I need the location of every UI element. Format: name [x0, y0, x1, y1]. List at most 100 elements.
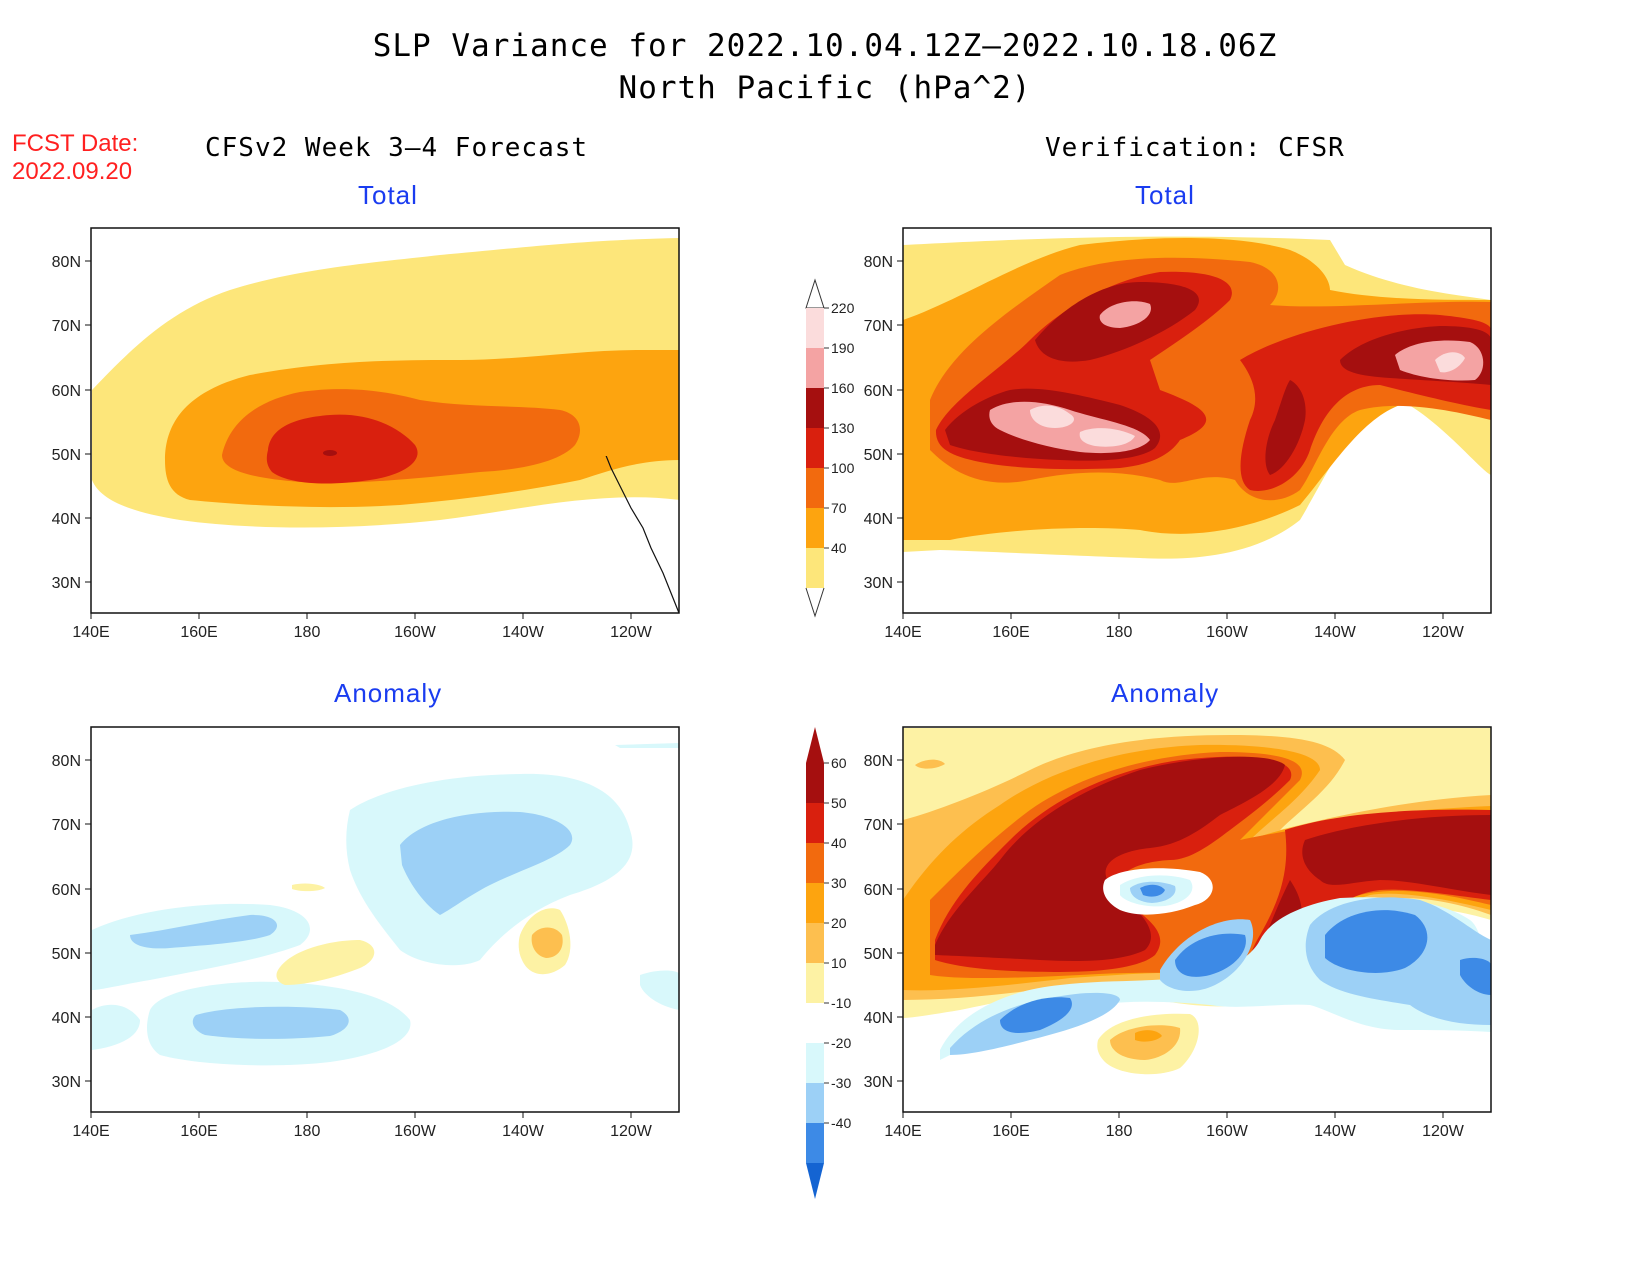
colorbar-level-label: 160 — [831, 380, 855, 396]
map-panel-cfsr-total — [902, 227, 1492, 614]
figure-title-line2: North Pacific (hPa^2) — [618, 70, 1032, 106]
lon-tick-label: 120W — [610, 624, 653, 641]
right-column-title: Verification: CFSR — [1045, 133, 1345, 163]
lon-tick-label: 140E — [72, 624, 109, 641]
lon-tick-label: 140E — [884, 624, 921, 641]
lat-tick-label: 30N — [52, 575, 81, 592]
colorbar-level-label: 60 — [831, 755, 847, 771]
colorbar-swatch — [806, 468, 824, 508]
lat-tick-label: 40N — [864, 1010, 893, 1027]
fcst-date-value: 2022.09.20 — [12, 158, 133, 185]
left-column-title: CFSv2 Week 3–4 Forecast — [205, 133, 589, 163]
lon-tick-label: 160W — [1206, 624, 1249, 641]
map-axes: 140E 160E 180 160W 140W 120W 80N 70N 60N 50N 40N 30… — [52, 254, 1465, 1140]
colorbar-level-label: 10 — [831, 955, 847, 971]
lat-tick-label: 50N — [864, 946, 893, 963]
colorbar-level-label: 190 — [831, 340, 855, 356]
colorbar-bottom-triangle — [805, 587, 825, 618]
lon-tick-label: 160W — [394, 1123, 437, 1140]
colorbar-swatch — [806, 308, 824, 348]
lat-tick-label: 70N — [864, 318, 893, 335]
colorbar-level-label: 100 — [831, 460, 855, 476]
colorbar-swatch — [806, 763, 824, 803]
lon-tick-label: 140W — [502, 1123, 545, 1140]
lon-tick-label: 180 — [1106, 1123, 1133, 1140]
lon-tick-label: 120W — [1422, 1123, 1465, 1140]
lat-tick-label: 50N — [52, 946, 81, 963]
colorbar-swatch — [806, 843, 824, 883]
lon-tick-label: 180 — [294, 1123, 321, 1140]
panel-subtitle: Anomaly — [334, 678, 443, 708]
lat-tick-label: 30N — [864, 1074, 893, 1091]
map-panel-fcst-anomaly — [90, 726, 680, 1113]
figure-title-line1: SLP Variance for 2022.10.04.12Z–2022.10.… — [372, 28, 1278, 64]
colorbar-swatch — [806, 508, 824, 548]
colorbar-level-label: -10 — [831, 995, 851, 1011]
colorbar-top-triangle — [805, 278, 825, 309]
colorbar-swatch — [806, 428, 824, 468]
lat-tick-label: 60N — [52, 882, 81, 899]
colorbar-swatch — [806, 388, 824, 428]
lon-tick-label: 140W — [1314, 1123, 1357, 1140]
lon-tick-label: 160W — [1206, 1123, 1249, 1140]
lat-tick-label: 60N — [864, 383, 893, 400]
lon-tick-label: 180 — [294, 624, 321, 641]
lat-tick-label: 50N — [52, 447, 81, 464]
lat-tick-label: 80N — [52, 753, 81, 770]
colorbar-bottom-triangle — [806, 1163, 824, 1199]
colorbar-level-label: 20 — [831, 915, 847, 931]
colorbar-swatch — [806, 548, 824, 588]
colorbar-swatch — [806, 923, 824, 963]
lat-tick-label: 60N — [864, 882, 893, 899]
lat-tick-label: 70N — [52, 817, 81, 834]
lon-tick-label: 160W — [394, 624, 437, 641]
lon-tick-label: 160E — [180, 624, 217, 641]
lon-tick-label: 140W — [502, 624, 545, 641]
colorbar-swatch — [806, 1083, 824, 1123]
lon-tick-label: 140E — [72, 1123, 109, 1140]
colorbar-anomaly: 60 50 40 30 20 10 -10 -20 -30 -40 — [806, 727, 851, 1199]
colorbar-level-label: -30 — [831, 1075, 851, 1091]
lat-tick-label: 40N — [52, 511, 81, 528]
lat-tick-label: 30N — [52, 1074, 81, 1091]
lat-tick-label: 80N — [864, 254, 893, 271]
lat-tick-label: 40N — [864, 511, 893, 528]
lat-tick-label: 60N — [52, 383, 81, 400]
lat-tick-label: 40N — [52, 1010, 81, 1027]
lon-tick-label: 160E — [992, 624, 1029, 641]
colorbar-swatch — [806, 883, 824, 923]
lon-tick-label: 180 — [1106, 624, 1133, 641]
panel-subtitle: Total — [358, 180, 418, 210]
lat-tick-label: 50N — [864, 447, 893, 464]
lat-tick-label: 80N — [864, 753, 893, 770]
lat-tick-label: 30N — [864, 575, 893, 592]
lat-tick-label: 70N — [864, 817, 893, 834]
lon-tick-label: 120W — [610, 1123, 653, 1140]
lon-tick-label: 160E — [992, 1123, 1029, 1140]
colorbar-level-label: 30 — [831, 875, 847, 891]
colorbar-level-label: 220 — [831, 300, 855, 316]
colorbar-swatch — [806, 1003, 824, 1043]
colorbar-top-triangle — [806, 727, 824, 763]
fcst-date-label: FCST Date: — [12, 130, 139, 157]
colorbar-level-label: 130 — [831, 420, 855, 436]
panel-subtitle: Anomaly — [1111, 678, 1220, 708]
colorbar-total: 220 190 160 130 100 70 40 — [805, 278, 855, 618]
lat-tick-label: 70N — [52, 318, 81, 335]
colorbar-swatch — [806, 348, 824, 388]
colorbar-swatch — [806, 1123, 824, 1163]
colorbar-level-label: 70 — [831, 500, 847, 516]
colorbar-level-label: 40 — [831, 540, 847, 556]
colorbar-level-label: -40 — [831, 1115, 851, 1131]
map-panel-fcst-total — [90, 227, 680, 614]
lat-tick-label: 80N — [52, 254, 81, 271]
colorbar-level-label: -20 — [831, 1035, 851, 1051]
lon-tick-label: 160E — [180, 1123, 217, 1140]
lon-tick-label: 140W — [1314, 624, 1357, 641]
panel-subtitle: Total — [1135, 180, 1195, 210]
lon-tick-label: 140E — [884, 1123, 921, 1140]
map-panel-cfsr-anomaly — [902, 726, 1492, 1113]
colorbar-level-label: 40 — [831, 835, 847, 851]
colorbar-swatch — [806, 803, 824, 843]
